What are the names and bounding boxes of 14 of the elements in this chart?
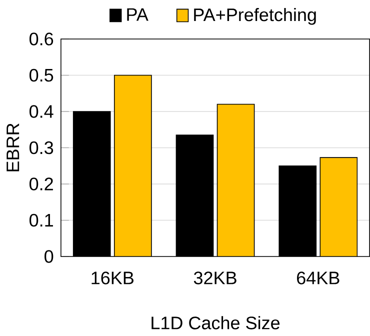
x-tick-label: 64KB <box>297 272 340 284</box>
x-axis-title: L1D Cache Size <box>152 316 280 330</box>
y-tick-label: 0.5 <box>30 68 54 82</box>
y-tick-label: 0.1 <box>30 214 53 227</box>
y-tick-label: 0.3 <box>30 141 54 154</box>
y-tick-label: 0.2 <box>30 178 53 190</box>
y-axis-title: EBRR <box>6 124 20 172</box>
y-tick-label: 0 <box>44 250 54 263</box>
y-tick-label: 0.4 <box>30 105 54 118</box>
legend-label: PA <box>127 8 148 21</box>
y-tick-label: 0.6 <box>30 32 54 46</box>
x-tick-label: 16KB <box>92 272 134 284</box>
legend-label: PA+Prefetching <box>194 8 316 25</box>
x-tick-label: 32KB <box>194 272 236 284</box>
